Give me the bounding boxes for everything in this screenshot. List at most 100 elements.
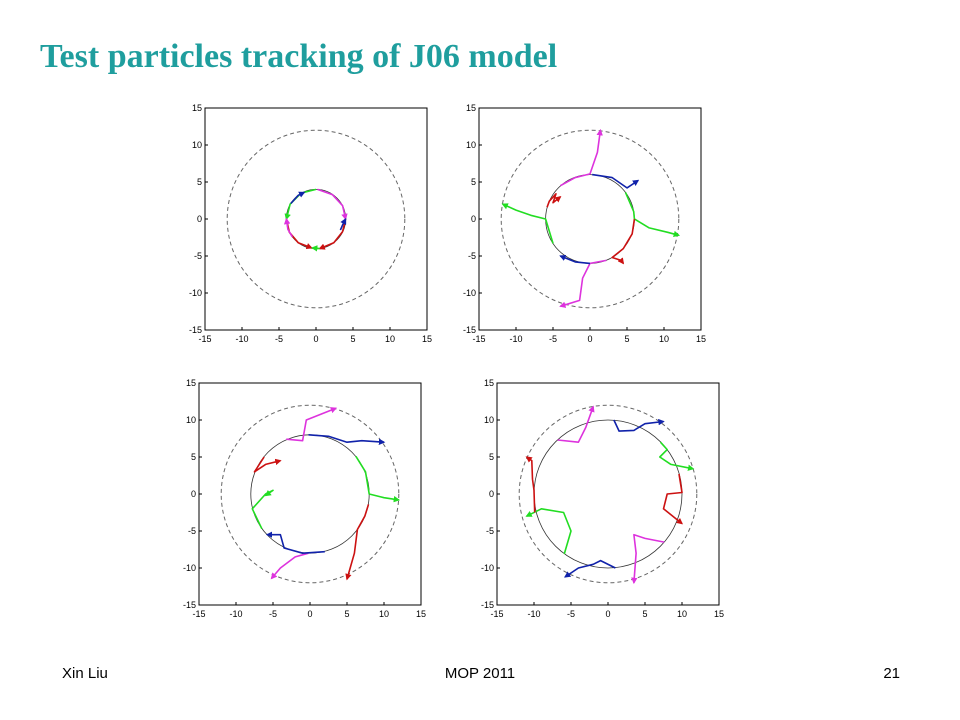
particle-track-green — [311, 245, 320, 252]
x-tick-label: 5 — [624, 334, 629, 344]
x-tick-label: 15 — [714, 609, 724, 619]
y-tick-label: 5 — [471, 177, 476, 187]
x-tick-label: -5 — [269, 609, 277, 619]
particle-track-magenta — [631, 533, 665, 585]
footer-event: MOP 2011 — [444, 665, 516, 682]
x-tick-label: -5 — [567, 609, 575, 619]
y-tick-label: 5 — [489, 452, 494, 462]
particle-track-magenta — [283, 217, 293, 238]
x-tick-label: 5 — [350, 334, 355, 344]
x-tick-label: -10 — [527, 609, 540, 619]
particle-track-magenta — [557, 405, 595, 443]
y-tick-label: 15 — [192, 103, 202, 113]
footer-author: Xin Liu — [62, 665, 108, 682]
x-tick-label: -5 — [275, 334, 283, 344]
y-tick-label: 0 — [489, 489, 494, 499]
footer-page-number: 21 — [883, 665, 900, 682]
y-tick-label: -15 — [463, 325, 476, 335]
particle-track-green — [659, 441, 695, 471]
plot-frame — [204, 107, 428, 331]
tracking-plot-bottom-right: -15 -10 -5 0 5 10 15 -15 -10 -5 0 5 10 15 — [475, 375, 725, 630]
x-tick-label: 0 — [313, 334, 318, 344]
particle-track-green — [251, 489, 274, 530]
x-tick-label: 0 — [307, 609, 312, 619]
particle-track-blue — [613, 418, 665, 432]
particle-track-red — [318, 218, 347, 250]
particle-track-magenta — [560, 128, 603, 187]
y-tick-label: 0 — [471, 214, 476, 224]
outer-dashed-circle — [518, 404, 698, 584]
y-tick-label: -10 — [463, 288, 476, 298]
particle-track-blue — [559, 254, 591, 265]
x-tick-label: 15 — [422, 334, 432, 344]
x-tick-label: -10 — [235, 334, 248, 344]
y-tick-label: -15 — [183, 600, 196, 610]
x-tick-label: 0 — [605, 609, 610, 619]
x-tick-label: 10 — [385, 334, 395, 344]
y-tick-label: -15 — [189, 325, 202, 335]
particle-track-magenta — [286, 407, 338, 442]
y-tick-label: -5 — [188, 526, 196, 536]
x-tick-label: -5 — [549, 334, 557, 344]
y-tick-label: 5 — [197, 177, 202, 187]
y-tick-label: 0 — [191, 489, 196, 499]
plot-svg: -15 -10 -5 0 5 10 15 -15 -10 -5 0 5 10 15 — [463, 103, 706, 344]
particle-track-blue — [339, 217, 347, 231]
plot-frame — [198, 382, 422, 606]
plot-frame — [496, 382, 720, 606]
particle-track-red — [345, 504, 370, 581]
plot-svg: -15 -10 -5 0 5 10 15 -15 -10 -5 0 5 10 15 — [183, 378, 426, 619]
y-tick-label: -10 — [183, 563, 196, 573]
outer-dashed-circle — [226, 129, 406, 309]
particle-track-green — [624, 192, 681, 238]
particle-track-magenta — [559, 259, 607, 308]
y-tick-label: -5 — [486, 526, 494, 536]
x-tick-label: -10 — [509, 334, 522, 344]
x-tick-label: 10 — [379, 609, 389, 619]
x-tick-label: 5 — [642, 609, 647, 619]
particle-track-green — [355, 455, 401, 503]
tracking-plot-top-right: -15 -10 -5 0 5 10 15 -15 -10 -5 0 5 10 15 — [457, 100, 707, 355]
particle-track-green — [525, 508, 572, 555]
y-tick-label: 10 — [466, 140, 476, 150]
x-tick-label: -10 — [229, 609, 242, 619]
y-tick-label: -10 — [481, 563, 494, 573]
x-tick-label: 0 — [587, 334, 592, 344]
plot-svg: -15 -10 -5 0 5 10 15 -15 -10 -5 0 5 10 15 — [189, 103, 432, 344]
y-tick-label: 15 — [466, 103, 476, 113]
y-tick-label: 5 — [191, 452, 196, 462]
y-tick-label: -5 — [468, 251, 476, 261]
y-tick-label: 15 — [186, 378, 196, 388]
x-tick-label: -15 — [192, 609, 205, 619]
plot-svg: -15 -10 -5 0 5 10 15 -15 -10 -5 0 5 10 15 — [481, 378, 724, 619]
x-tick-label: 15 — [696, 334, 706, 344]
y-tick-label: 15 — [484, 378, 494, 388]
particle-track-blue — [265, 531, 325, 554]
y-tick-label: -15 — [481, 600, 494, 610]
particle-track-red — [525, 456, 536, 513]
y-tick-label: 10 — [484, 415, 494, 425]
x-tick-label: -15 — [198, 334, 211, 344]
y-tick-label: 10 — [192, 140, 202, 150]
x-tick-label: 5 — [344, 609, 349, 619]
outer-dashed-circle — [220, 404, 400, 584]
tracking-plot-top-left: -15 -10 -5 0 5 10 15 -15 -10 -5 0 5 10 15 — [183, 100, 433, 355]
particle-track-red — [611, 218, 636, 265]
x-tick-label: 15 — [416, 609, 426, 619]
slide-title: Test particles tracking of J06 model — [40, 38, 558, 75]
particle-track-green — [501, 203, 554, 244]
y-tick-label: 10 — [186, 415, 196, 425]
particle-track-magenta — [270, 552, 309, 580]
x-tick-label: 10 — [677, 609, 687, 619]
y-tick-label: -5 — [194, 251, 202, 261]
x-tick-label: 10 — [659, 334, 669, 344]
particle-track-blue — [592, 173, 640, 189]
y-tick-label: -10 — [189, 288, 202, 298]
particle-track-red — [546, 193, 562, 208]
particle-track-red — [253, 456, 282, 473]
particle-track-red — [662, 473, 683, 525]
particle-track-blue — [564, 559, 616, 578]
particle-track-magenta — [317, 188, 348, 221]
plot-frame — [478, 107, 702, 331]
x-tick-label: -15 — [472, 334, 485, 344]
